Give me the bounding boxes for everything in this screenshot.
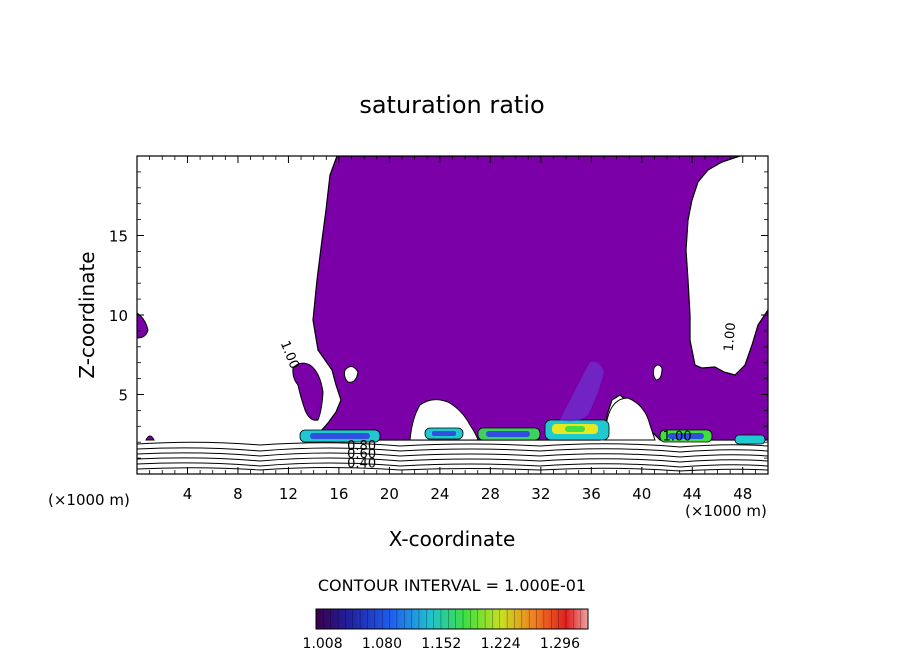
contour-label: 0.60	[347, 447, 376, 462]
x-tick-label: 8	[233, 485, 243, 503]
x-tick-label: 12	[279, 485, 298, 503]
contour-label: 1.00	[722, 322, 739, 352]
supersaturated-region	[311, 156, 768, 441]
contour-interval-footer: CONTOUR INTERVAL = 1.000E-01	[318, 576, 586, 595]
colorbar-labels: 1.008 1.080 1.152 1.224 1.296	[303, 636, 581, 652]
x-tick-label: 48	[733, 485, 752, 503]
contour-label: 0.40	[347, 457, 376, 472]
x-tick-label: 36	[582, 485, 601, 503]
y-tick-label: 15	[109, 228, 128, 246]
x-tick-label: 4	[183, 485, 193, 503]
x-tick-label: 44	[683, 485, 702, 503]
y-axis-label: Z-coordinate	[75, 251, 99, 378]
x-tick-label: 28	[481, 485, 500, 503]
supersaturated-patch	[137, 312, 149, 339]
dry-pocket	[652, 364, 663, 381]
y-tick-label: 10	[109, 307, 128, 325]
x-tick-label: 32	[531, 485, 550, 503]
contour-label: 1.00	[663, 430, 692, 445]
plot-area	[137, 156, 768, 472]
dry-pocket	[343, 366, 359, 383]
colorbar-label: 1.008	[303, 636, 343, 652]
x-tick-label: 24	[430, 485, 449, 503]
x-tick-label: 16	[329, 485, 348, 503]
dry-pocket	[603, 397, 656, 441]
colorbar-label: 1.296	[540, 636, 580, 652]
blue-plume	[560, 361, 604, 422]
x-unit-left: (×1000 m)	[48, 491, 130, 509]
x-tick-label: 40	[632, 485, 651, 503]
colorbar-label: 1.080	[362, 636, 402, 652]
low-cloud-bands	[299, 419, 766, 445]
colorbar-label: 1.152	[421, 636, 461, 652]
y-axis: 5 10 15	[109, 171, 768, 459]
contour-label: 1.00	[277, 339, 302, 371]
y-tick-label: 5	[118, 387, 128, 405]
contour-label: 0.80	[347, 439, 376, 454]
colorbar	[315, 608, 589, 630]
contour-lines	[137, 441, 768, 472]
x-unit-right: (×1000 m)	[685, 502, 767, 520]
x-axis-label: X-coordinate	[389, 527, 516, 551]
colorbar-label: 1.224	[481, 636, 521, 652]
x-axis: 4 8 12 16 20 24 28 32 36 40 44 48	[149, 156, 756, 503]
colorbar-ticks	[323, 609, 581, 629]
supersaturated-patch	[145, 435, 155, 441]
supersaturated-patch	[292, 362, 324, 421]
chart-title: saturation ratio	[359, 91, 544, 119]
x-tick-label: 20	[380, 485, 399, 503]
